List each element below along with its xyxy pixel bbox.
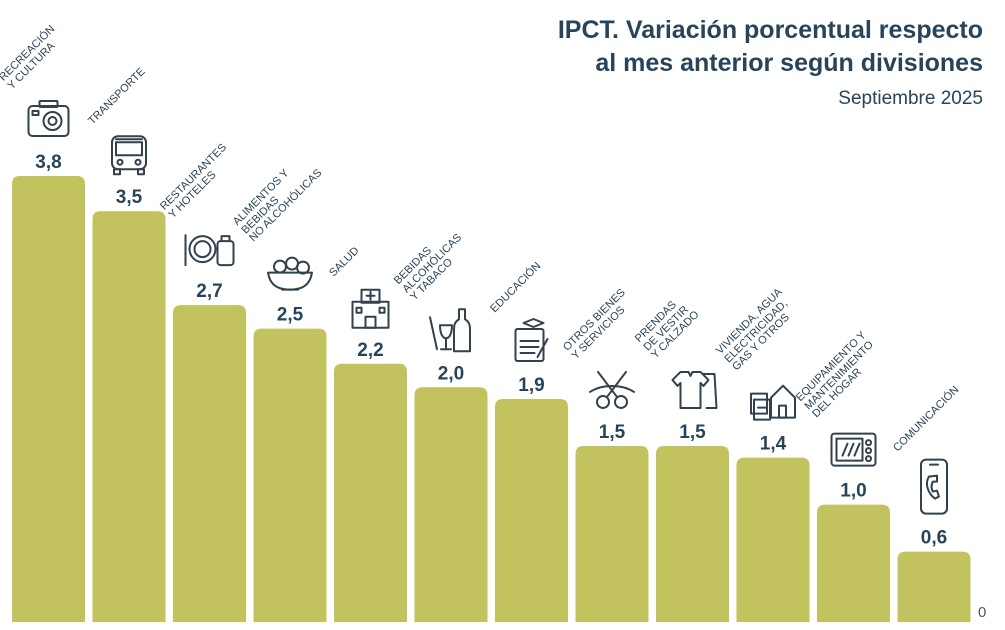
bar-value-label: 3,5: [116, 187, 143, 208]
scissors-icon: [589, 370, 635, 409]
bar-value-label: 1,5: [599, 422, 626, 443]
y-axis-zero-label: 0: [978, 604, 987, 621]
bar-value-label: 2,7: [196, 281, 222, 302]
bus-icon: [111, 135, 147, 176]
chart-subtitle: Septiembre 2025: [838, 88, 983, 109]
bar: [92, 211, 166, 623]
bar: [817, 504, 890, 622]
bar-value-label: 3,8: [35, 152, 61, 173]
bottle-glass-cigarette-icon: [429, 308, 471, 353]
hospital-icon: [351, 288, 390, 329]
bar: [253, 328, 327, 622]
chart-title-line-2: al mes anterior según divisiones: [595, 49, 983, 77]
phone-icon: [920, 458, 948, 515]
camera-icon: [27, 100, 70, 137]
chart-title-line-1: IPCT. Variación porcentual respecto: [557, 16, 983, 44]
fruit-bowl-icon: [267, 256, 313, 291]
bar: [12, 176, 85, 622]
bar: [495, 399, 568, 622]
bar-value-label: 2,0: [438, 363, 464, 384]
bar-value-label: 1,9: [518, 375, 544, 396]
house-bills-icon: [750, 384, 796, 421]
bar-value-label: 0,6: [921, 528, 947, 549]
bar: [736, 457, 810, 622]
bar: [334, 363, 407, 622]
bar: [173, 305, 246, 622]
bar: [575, 445, 649, 622]
bar-value-label: 2,5: [277, 305, 304, 326]
bar: [656, 445, 729, 622]
diploma-icon: [514, 318, 549, 362]
bar-value-label: 1,0: [840, 481, 866, 502]
chart-title-block: IPCT. Variación porcentual respecto al m…: [558, 14, 983, 110]
bar: [414, 387, 488, 622]
bar-value-label: 1,4: [760, 434, 787, 455]
clothing-icon: [671, 370, 718, 409]
microwave-icon: [830, 432, 877, 467]
bar-value-label: 1,5: [679, 422, 706, 443]
bar-value-label: 2,2: [357, 340, 383, 361]
bar: [897, 551, 971, 622]
plate-and-luggage-icon: [184, 234, 235, 267]
